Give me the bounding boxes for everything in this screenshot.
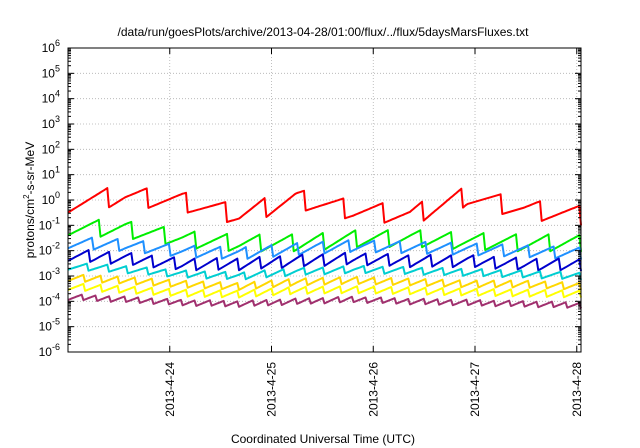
y-tick-label: 102 xyxy=(42,139,60,156)
grid xyxy=(68,48,581,352)
y-tick-label: 103 xyxy=(42,114,60,131)
series-line xyxy=(67,273,582,291)
y-tick-label: 104 xyxy=(42,89,60,106)
y-tick-label: 101 xyxy=(42,165,60,182)
x-tick-label: 2013-4-26 xyxy=(366,362,380,417)
series-line xyxy=(67,236,582,260)
y-tick-label: 10-1 xyxy=(39,215,60,232)
series-line xyxy=(67,293,582,309)
x-axis: 2013-4-24 2013-4-25 2013-4-26 2013-4-27 2013… xyxy=(163,48,584,417)
series-line xyxy=(67,249,582,272)
y-axis-title: protons/cm2-s-sr-MeV xyxy=(22,142,37,258)
x-axis-title: Coordinated Universal Time (UTC) xyxy=(231,432,415,446)
y-tick-label: 100 xyxy=(42,190,60,207)
series-line xyxy=(67,262,582,281)
chart-title: /data/run/goesPlots/archive/2013-04-28/0… xyxy=(118,25,530,39)
y-tick-label: 10-6 xyxy=(39,342,60,359)
x-tick-label: 2013-4-28 xyxy=(570,362,584,417)
y-axis: 10-6 10-5 10-4 10-3 10-2 10-1 100 101 102 103 104 1… xyxy=(39,38,581,359)
plot-frame xyxy=(67,47,582,353)
x-tick-label: 2013-4-25 xyxy=(265,362,279,417)
y-tick-label: 106 xyxy=(42,38,60,55)
y-tick-label: 10-4 xyxy=(39,291,60,308)
y-tick-label: 10-2 xyxy=(39,241,60,258)
series-line xyxy=(67,187,582,226)
y-tick-label: 10-5 xyxy=(39,317,60,334)
x-tick-label: 2013-4-24 xyxy=(163,362,177,417)
series-lines xyxy=(67,187,582,309)
series-line xyxy=(67,282,582,299)
x-tick-label: 2013-4-27 xyxy=(468,362,482,417)
y-tick-label: 105 xyxy=(42,63,60,80)
y-tick-label: 10-3 xyxy=(39,266,60,283)
